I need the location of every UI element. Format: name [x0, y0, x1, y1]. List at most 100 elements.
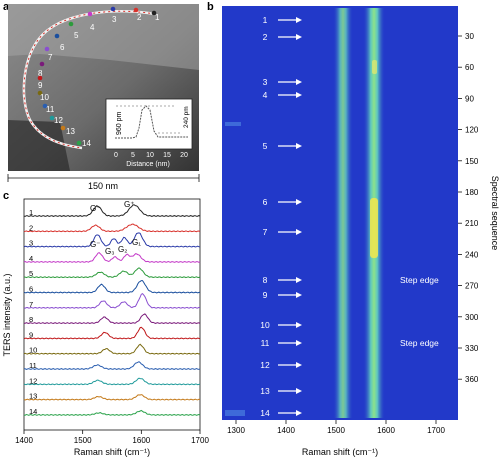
- afm-point-dot: [44, 46, 50, 52]
- spectrum-label: 1: [29, 208, 33, 217]
- spectra-ylabel: TERS intensity (a.u.): [2, 273, 12, 356]
- spectrum-line: [23, 377, 201, 386]
- spectrum-label: 3: [29, 239, 33, 248]
- map-arrow-head: [296, 143, 302, 149]
- peak-label-g-minus-top: G⁻: [90, 204, 100, 213]
- spectra-x-tick: 1400: [15, 436, 33, 445]
- peak-label-g3: G₃: [105, 247, 114, 256]
- inset-x-tick: 20: [180, 152, 188, 159]
- map-arrow-head: [296, 199, 302, 205]
- spectra-xlabel: Raman shift (cm⁻¹): [74, 447, 150, 457]
- map-arrow-label: 14: [260, 408, 270, 418]
- raman-band-g-minus: [333, 8, 353, 418]
- peak-label-g1: G₁: [132, 238, 141, 247]
- afm-point-dot: [37, 90, 43, 96]
- peak-label-g-minus: G⁻: [90, 240, 100, 249]
- map-arrow-head: [296, 388, 302, 394]
- map-arrow-label: 8: [263, 275, 268, 285]
- map-arrow-label: 5: [263, 141, 268, 151]
- map-arrow-label: 7: [263, 227, 268, 237]
- spectrum-label: 4: [29, 254, 33, 263]
- inset-left-label: 960 pm: [116, 111, 123, 135]
- afm-point-label: 4: [90, 23, 95, 32]
- map-arrow-head: [296, 229, 302, 235]
- afm-point-label: 10: [40, 93, 49, 102]
- spectrum-label: 8: [29, 315, 33, 324]
- spectrum-label: 2: [29, 223, 33, 232]
- map-arrow-head: [296, 362, 302, 368]
- inset-x-ticks: 0 5 10 15 20: [114, 152, 188, 159]
- afm-point-dot: [39, 61, 45, 67]
- spectrum-line: [23, 394, 201, 401]
- spectrum-line: [23, 267, 201, 279]
- map-arrow-label: 13: [260, 386, 270, 396]
- afm-height-inset: 960 pm 240 pm 0 5 10 15 20 Distance (nm): [105, 98, 193, 168]
- afm-point-dot: [76, 140, 82, 146]
- afm-point-dot: [133, 7, 139, 13]
- inset-x-tick: 5: [131, 152, 135, 159]
- map-y-tick: 240: [465, 250, 479, 259]
- afm-point-label: 3: [112, 15, 117, 24]
- map-arrow-label: 9: [263, 290, 268, 300]
- map-arrow-head: [296, 277, 302, 283]
- spectra-x-tick: 1600: [132, 436, 150, 445]
- map-x-tick: 1500: [327, 426, 345, 435]
- map-arrow-label: 3: [263, 77, 268, 87]
- map-arrow-label: 10: [260, 320, 270, 330]
- spectrum-line: [23, 204, 201, 217]
- height-profile-line: [115, 105, 188, 139]
- map-arrow-head: [296, 292, 302, 298]
- map-y-tick: 210: [465, 219, 479, 228]
- map-arrow-head: [296, 79, 302, 85]
- spectrum-label: 7: [29, 300, 33, 309]
- spectrum-label: 10: [29, 346, 37, 355]
- map-ylabel: Spectral sequence: [490, 176, 500, 251]
- spectrum-label: 11: [29, 361, 37, 370]
- afm-point-label: 9: [38, 81, 43, 90]
- spectra-x-tick: 1700: [191, 436, 209, 445]
- spectrum-line: [23, 280, 201, 294]
- spectrum-label: 6: [29, 285, 33, 294]
- afm-point-label: 2: [137, 13, 142, 22]
- afm-point-dot: [42, 103, 48, 109]
- map-y-tick: 180: [465, 188, 479, 197]
- panel-b-label: b: [207, 1, 214, 13]
- afm-point-label: 5: [74, 31, 79, 40]
- map-y-tick: 150: [465, 157, 479, 166]
- map-y-ticks: 30 60 90 120 150 180 210 240 270 300 330 360: [458, 32, 479, 384]
- map-arrow-head: [296, 92, 302, 98]
- raman-hotspot: [370, 198, 378, 258]
- spectra-x-tick: 1500: [74, 436, 92, 445]
- spectrum-label: 12: [29, 376, 37, 385]
- map-y-tick: 300: [465, 313, 479, 322]
- afm-point-dot: [87, 11, 93, 17]
- afm-point-dot: [151, 10, 157, 16]
- scale-bar-label: 150 nm: [88, 181, 118, 191]
- peak-label-g2: G₂: [118, 245, 127, 254]
- map-arrow-head: [296, 322, 302, 328]
- map-arrow-label: 1: [263, 15, 268, 25]
- spectrum-line: [23, 409, 201, 416]
- afm-point-dot: [110, 6, 116, 12]
- spectrum-line: [23, 232, 201, 248]
- afm-terrace-lower: [8, 120, 70, 171]
- map-y-tick: 270: [465, 282, 479, 291]
- map-x-ticks: 1300 1400 1500 1600 1700: [227, 420, 445, 435]
- map-x-tick: 1600: [377, 426, 395, 435]
- map-arrow-label: 6: [263, 197, 268, 207]
- inset-x-tick: 10: [146, 152, 154, 159]
- spectrum-line: [23, 223, 201, 233]
- spectrum-line: [23, 313, 201, 325]
- afm-point-dot: [37, 75, 43, 81]
- map-arrow-label: 12: [260, 360, 270, 370]
- map-x-tick: 1300: [227, 426, 245, 435]
- inset-right-label: 240 pm: [183, 106, 190, 128]
- map-y-tick: 360: [465, 375, 479, 384]
- afm-point-label: 1: [155, 13, 160, 22]
- map-arrow-label: 11: [261, 338, 270, 348]
- spectra-x-ticks: 1400 1500 1600 1700: [15, 430, 209, 445]
- map-x-tick: 1400: [277, 426, 295, 435]
